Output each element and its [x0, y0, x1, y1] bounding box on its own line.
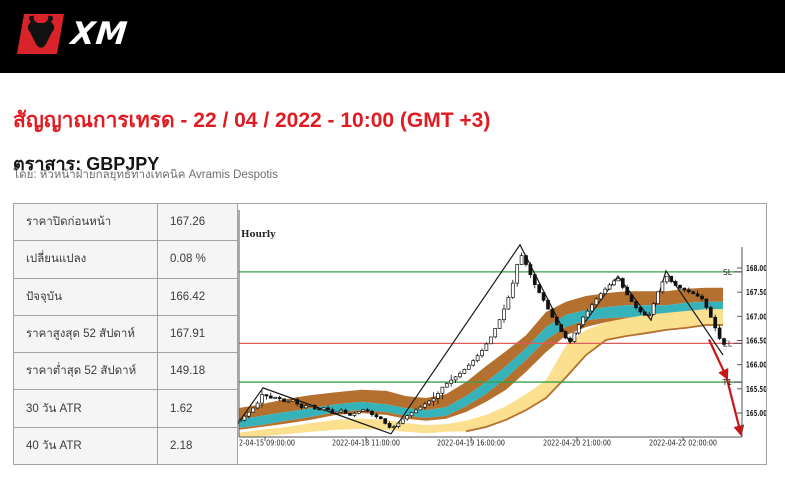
projection-arrow: [708, 339, 729, 381]
stat-label: ปัจจุบัน: [13, 277, 158, 316]
stat-label: 40 วัน ATR: [13, 426, 158, 466]
stat-value: 149.18: [157, 352, 238, 391]
timeframe-label: Hourly: [241, 230, 276, 240]
y-axis-label: 168.00: [746, 264, 767, 273]
chart-canvas: 2-04-15 09:00:00 2022-04-18 11:00:00 2022-…: [238, 210, 767, 448]
page-title: สัญญาณการเทรด - 22 / 04 / 2022 - 10:00 (…: [13, 109, 491, 133]
level-label-el: EL: [723, 339, 733, 348]
y-axis-label: 165.00: [746, 409, 767, 418]
candles: [238, 252, 726, 430]
table-row: เปลี่ยนแปลง 0.08 %: [13, 240, 767, 279]
table-row: 40 วัน ATR 2.18: [13, 426, 767, 466]
stat-value: 2.18: [157, 426, 238, 466]
stat-value: 167.91: [157, 314, 238, 354]
x-axis-label: 2022-04-19 16:00:00: [437, 439, 505, 448]
xm-logo-text: XM: [69, 15, 130, 52]
table-row: ปัจจุบัน 166.42: [13, 277, 767, 316]
stat-label: ราคาปิดก่อนหน้า: [13, 202, 158, 242]
site-header: XM: [0, 0, 785, 73]
level-label-t1: T1: [722, 378, 733, 387]
stat-value: 166.42: [157, 277, 238, 316]
price-chart-svg: 2-04-15 09:00:00 2022-04-18 11:00:00 2022-…: [238, 210, 767, 448]
y-axis-label: 167.00: [746, 312, 767, 321]
x-axis-label: 2022-04-22 02:00:00: [649, 439, 717, 448]
level-label-sl: SL: [723, 268, 733, 277]
price-chart: 2-04-15 09:00:00 2022-04-18 11:00:00 2022-…: [237, 203, 767, 465]
byline: โดย: หัวหน้าฝ่ายกลยุทธ์ทางเทคนิค Avramis…: [13, 169, 278, 181]
x-axis-label: 2022-04-18 11:00:00: [332, 439, 400, 448]
stat-value: 167.26: [157, 202, 238, 242]
projection-arrow: [725, 378, 745, 437]
y-axis-label: 166.50: [746, 336, 767, 345]
x-axis-label: 2-04-15 09:00:00: [239, 439, 295, 448]
y-axis-label: 166.00: [746, 361, 767, 370]
stat-label: ราคาต่ำสุด 52 สัปดาห์: [13, 352, 158, 391]
stats-table: ราคาปิดก่อนหน้า 167.26 2-04-15 09:00:00 2…: [13, 202, 767, 466]
stat-label: ราคาสูงสุด 52 สัปดาห์: [13, 314, 158, 354]
stat-value: 0.08 %: [157, 240, 238, 279]
table-row: ราคาปิดก่อนหน้า 167.26 2-04-15 09:00:00 2…: [13, 202, 767, 465]
ma-bands: [239, 287, 723, 437]
stat-label: 30 วัน ATR: [13, 389, 158, 428]
y-axis-label: 165.50: [746, 385, 767, 394]
stat-value: 1.62: [157, 389, 238, 428]
instrument-title: ตราสาร: GBPJPY: [13, 153, 160, 174]
xm-bull-icon: [17, 14, 64, 54]
stat-label: เปลี่ยนแปลง: [13, 240, 158, 279]
x-axis-label: 2022-04-20 21:00:00: [543, 439, 611, 448]
table-row: ราคาสูงสุด 52 สัปดาห์ 167.91: [13, 314, 767, 354]
xm-logo[interactable]: XM: [17, 13, 130, 55]
y-axis-label: 167.50: [746, 288, 767, 297]
table-row: ราคาต่ำสุด 52 สัปดาห์ 149.18: [13, 352, 767, 391]
